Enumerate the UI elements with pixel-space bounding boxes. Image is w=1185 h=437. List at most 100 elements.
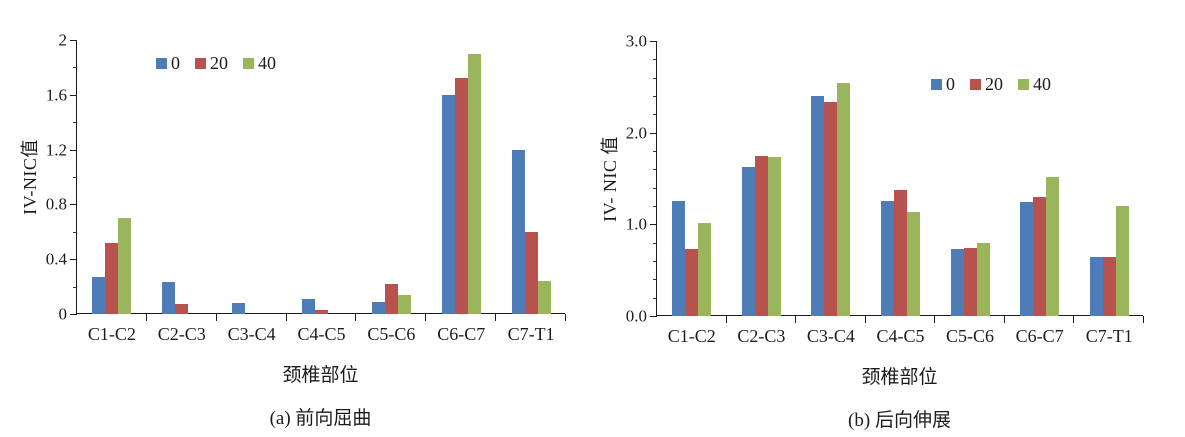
x-tick [864,316,866,323]
bar-40-C6-C7 [467,53,481,314]
y-minor-tick [653,59,657,61]
bar-20-C7-T1 [524,231,538,314]
bar-0-C7-T1 [511,149,525,314]
bar-40-C7-T1 [1115,206,1129,316]
legend-label: 20 [210,53,228,73]
legend-label: 40 [258,53,276,73]
bar-20-C2-C3 [175,304,189,314]
y-axis-title: IV- NIC 值 [600,135,620,222]
legend-swatch-icon [931,78,942,90]
bar-0-C5-C6 [371,301,385,314]
bar-40-C1-C2 [118,218,132,314]
x-category-label: C5-C6 [946,326,995,346]
x-category-label: C1-C2 [87,324,136,344]
x-tick [1003,316,1005,323]
legend-swatch-icon [243,57,254,69]
bar-0-C5-C6 [950,249,964,316]
bar-20-C2-C3 [754,155,768,316]
x-category-label: C4-C5 [876,326,925,346]
x-category-label: C1-C2 [667,326,716,346]
x-tick [1073,316,1075,323]
bar-0-C6-C7 [1020,202,1034,316]
y-tick-label: 1.0 [625,214,647,234]
x-category-label: C2-C3 [157,324,206,344]
bar-40-C4-C5 [907,211,920,316]
y-tick-label: 2 [58,30,68,50]
legend-item-0: 0 [156,54,180,72]
chart-caption: (a) 前向屈曲 [269,408,372,429]
y-tick-label: 0.8 [45,194,67,214]
legend-swatch-icon [970,78,981,90]
bar-40-C6-C7 [1046,176,1060,316]
x-category-label: C7-T1 [507,324,555,344]
legend: 0 20 40 [931,75,1051,93]
legend-item-40: 40 [243,54,276,72]
x-category-label: C2-C3 [737,326,786,346]
y-major-tick [70,40,77,41]
y-major-tick [70,94,77,96]
y-tick-label: 0.4 [45,249,67,269]
y-minor-tick [73,286,77,288]
y-major-tick [650,224,657,226]
y-minor-tick [73,67,77,69]
y-minor-tick [653,187,657,189]
y-minor-tick [653,77,657,79]
chart-caption: (b) 后向伸展 [848,410,951,431]
chart-forward-flexion: IV-NIC值 0 0.4 0.8 1.2 1.6 2 C1-C2 C2-C3 C3-C4 C4-… [20,32,566,429]
y-minor-tick [73,231,77,233]
bar-0-C2-C3 [162,282,176,314]
y-tick-label: 0 [58,304,68,324]
plot-area: 0 0.4 0.8 1.2 1.6 2 C1-C2 C2-C3 C3-C4 C4-C5 C5-C6 C… [46,32,566,344]
x-category-label: C4-C5 [297,324,346,344]
x-category-label: C3-C4 [806,326,855,346]
y-tick-label: 2.0 [625,123,647,143]
y-tick-label: 1.2 [45,140,67,160]
legend-swatch-icon [1018,78,1029,90]
bar-0-C6-C7 [441,94,455,314]
legend-label: 0 [946,74,955,94]
y-major-tick [70,314,77,315]
bar-20-C6-C7 [1033,196,1047,316]
x-tick [355,314,357,321]
bar-20-C3-C4 [824,101,838,316]
y-minor-tick [653,261,657,262]
x-tick [145,314,147,321]
y-minor-tick [653,279,657,281]
y-minor-tick [653,242,657,244]
bar-0-C7-T1 [1089,257,1103,316]
legend-item-40: 40 [1018,75,1051,93]
bar-0-C1-C2 [672,201,686,316]
legend: 0 20 40 [156,54,276,72]
x-category-label: C7-T1 [1085,326,1133,346]
bar-0-C2-C3 [741,166,755,316]
legend-label: 0 [171,53,180,73]
bar-20-C1-C2 [685,249,699,316]
legend-item-0: 0 [931,75,955,93]
x-tick [934,316,936,323]
bar-0-C4-C5 [881,201,894,316]
bar-20-C5-C6 [963,248,977,316]
bar-0-C3-C4 [232,303,246,314]
bar-20-C1-C2 [105,242,119,314]
x-axis-title: 颈椎部位 [861,367,938,388]
x-tick [215,314,217,321]
bar-20-C6-C7 [454,78,468,314]
x-tick [285,314,287,321]
x-tick [425,314,427,321]
legend-swatch-icon [156,57,167,69]
bar-20-C4-C5 [894,189,907,316]
bar-20-C4-C5 [315,309,328,314]
bar-40-C3-C4 [837,83,851,316]
bar-20-C7-T1 [1102,257,1116,316]
legend-swatch-icon [195,57,206,69]
legend-label: 20 [985,74,1003,94]
x-axis-title: 颈椎部位 [282,365,359,386]
plot-area: 0.0 1.0 2.0 3.0 C1-C2 C2-C3 C3-C4 C4-C5 C5-C6 C6-… [626,33,1144,346]
x-tick [495,314,497,321]
bar-20-C5-C6 [384,283,398,314]
bar-0-C3-C4 [811,96,825,316]
x-category-label: C3-C4 [227,324,276,344]
y-minor-tick [73,177,77,178]
x-category-label: C5-C6 [367,324,416,344]
y-tick-label: 0.0 [625,306,647,326]
